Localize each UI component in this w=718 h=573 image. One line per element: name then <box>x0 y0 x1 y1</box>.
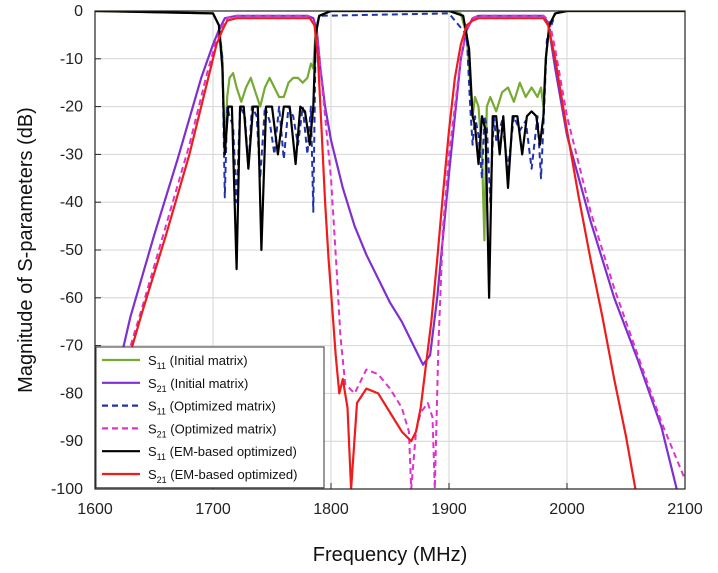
legend-entry: S11 (Optimized matrix) <box>148 399 276 417</box>
legend-entry: S11 (Initial matrix) <box>148 353 248 371</box>
series-lines <box>95 11 685 489</box>
y-tick-label: -30 <box>60 146 83 163</box>
x-tick-label: 1900 <box>431 501 467 518</box>
x-tick-label: 1800 <box>313 501 349 518</box>
y-tick-label: -10 <box>60 51 83 68</box>
series-line-1 <box>95 11 685 242</box>
x-tick-label: 2100 <box>667 501 703 518</box>
y-tick-label: -50 <box>60 242 83 259</box>
x-tick-label: 1700 <box>195 501 231 518</box>
y-tick-label: -100 <box>51 481 83 498</box>
series-line-4 <box>115 14 685 489</box>
y-tick-label: -60 <box>60 290 83 307</box>
y-tick-label: -90 <box>60 433 83 450</box>
legend-entry: S21 (Optimized matrix) <box>148 421 276 439</box>
x-tick-label: 2000 <box>549 501 585 518</box>
y-axis-title: Magnitude of S-parameters (dB) <box>15 107 37 393</box>
series-line-5 <box>95 11 685 299</box>
y-tick-label: 0 <box>74 3 83 20</box>
legend: S11 (Initial matrix) S21 (Initial matrix)… <box>95 346 325 489</box>
y-tick-label: -40 <box>60 194 83 211</box>
x-axis-title: Frequency (MHz) <box>313 544 467 566</box>
axis-ticks: 1600 1700 1800 1900 2000 2100 0 -10 -20 -30 -40 -50… <box>51 3 703 518</box>
y-tick-label: -20 <box>60 99 83 116</box>
legend-box <box>95 346 325 489</box>
y-tick-label: -70 <box>60 338 83 355</box>
legend-entry: S21 (EM-based optimized) <box>148 467 297 485</box>
x-tick-label: 1600 <box>77 501 113 518</box>
series-line-2 <box>111 14 678 489</box>
series-line-6 <box>117 17 637 489</box>
legend-entry: S11 (EM-based optimized) <box>148 444 297 462</box>
y-tick-label: -80 <box>60 385 83 402</box>
legend-entry: S21 (Initial matrix) <box>148 376 248 394</box>
series-line-3 <box>212 12 557 213</box>
